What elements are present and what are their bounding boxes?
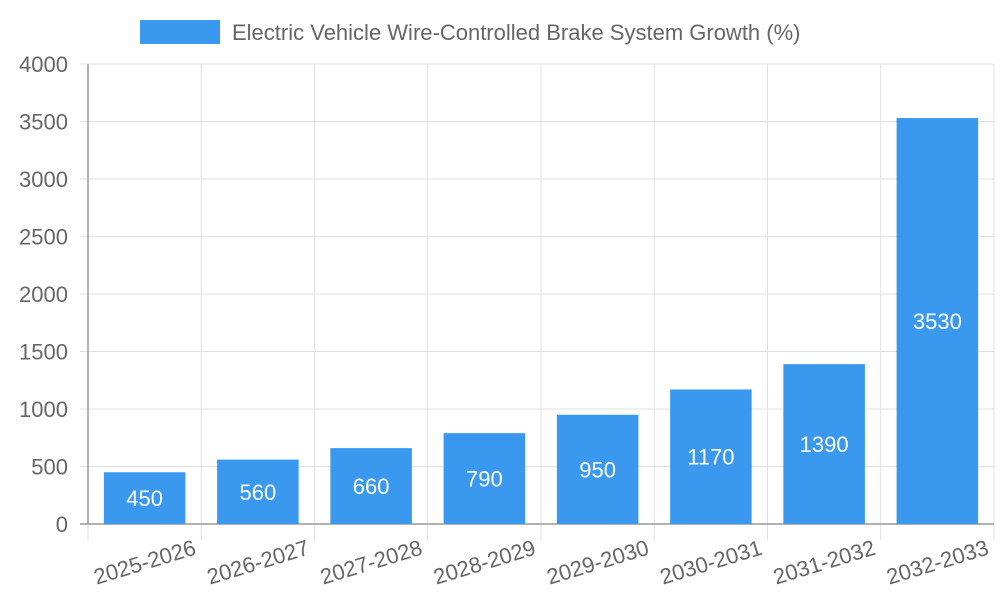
y-tick-label: 4000 xyxy=(19,52,68,77)
y-tick-label: 500 xyxy=(31,455,68,480)
bar xyxy=(670,389,752,524)
grid-lines xyxy=(80,63,995,540)
y-tick-label: 3000 xyxy=(19,167,68,192)
bar xyxy=(443,433,526,524)
bar xyxy=(217,459,299,524)
x-tick-label: 2026-2027 xyxy=(204,535,312,590)
y-tick-label: 3500 xyxy=(19,110,68,135)
bar xyxy=(330,448,412,524)
bar xyxy=(103,472,186,524)
y-tick-label: 1500 xyxy=(19,340,68,365)
y-tick-label: 2000 xyxy=(19,282,68,307)
x-tick-label: 2032-2033 xyxy=(884,535,992,590)
y-tick-label: 0 xyxy=(56,512,68,537)
bar xyxy=(783,364,865,524)
bar xyxy=(896,118,979,525)
bars: 450 560 660 790 950 1170 1390 3530 xyxy=(103,118,979,525)
x-tick-label: 2025-2026 xyxy=(91,535,199,590)
x-tick-label: 2031-2032 xyxy=(770,535,878,590)
x-tick-label: 2030-2031 xyxy=(657,535,765,590)
bar xyxy=(556,414,639,524)
bar-value-label: 790 xyxy=(466,467,503,492)
bar-value-label: 1390 xyxy=(800,432,849,457)
y-tick-label: 1000 xyxy=(19,397,68,422)
legend-swatch xyxy=(140,20,220,44)
bar-value-label: 560 xyxy=(240,480,277,505)
legend-label: Electric Vehicle Wire-Controlled Brake S… xyxy=(232,20,801,45)
bar-value-label: 1170 xyxy=(687,445,734,470)
x-tick-label: 2028-2029 xyxy=(431,535,539,590)
bar-value-label: 660 xyxy=(353,474,390,499)
x-tick-label: 2029-2030 xyxy=(544,535,652,590)
x-tick-label: 2027-2028 xyxy=(317,535,425,590)
y-tick-label: 2500 xyxy=(19,225,68,250)
legend[interactable]: Electric Vehicle Wire-Controlled Brake S… xyxy=(140,20,801,45)
y-axis-tick-labels: 0 500 1000 1500 2000 2500 3000 3500 4000 xyxy=(19,52,68,537)
bar-value-label: 3530 xyxy=(913,309,962,334)
bar-value-label: 950 xyxy=(579,457,616,482)
bar-value-label: 450 xyxy=(126,486,163,511)
x-axis-tick-labels: 2025-2026 2026-2027 2027-2028 2028-2029 2029… xyxy=(91,535,992,590)
